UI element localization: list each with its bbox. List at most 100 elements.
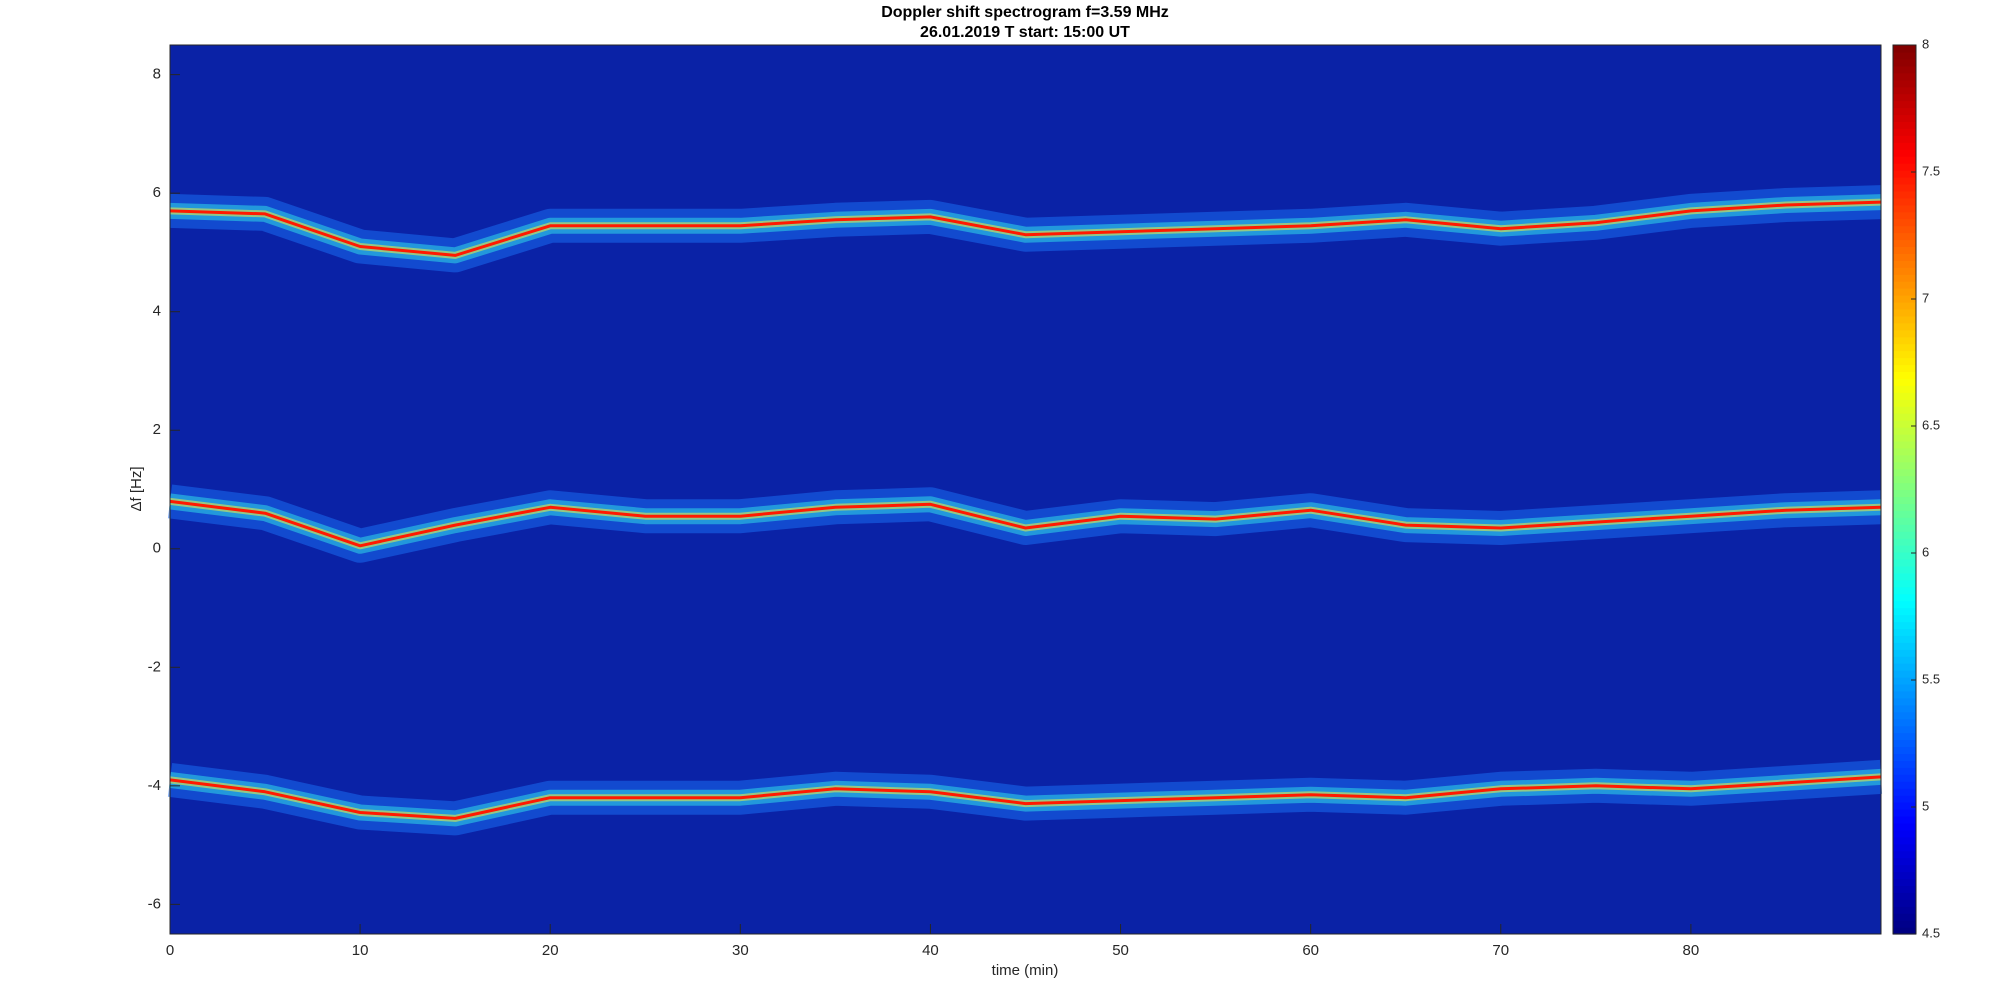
colorbar-segment [1893, 829, 1916, 838]
colorbar-segment [1893, 552, 1916, 560]
y-tick-label: 0 [153, 540, 161, 557]
colorbar-segment [1893, 788, 1916, 796]
colorbar-segment [1893, 920, 1916, 928]
colorbar-tick-label: 7 [1922, 290, 1929, 305]
x-tick-label: 70 [1492, 942, 1509, 959]
colorbar-segment [1893, 621, 1916, 630]
y-tick-label: -6 [148, 895, 161, 912]
colorbar-segment [1893, 677, 1916, 685]
colorbar-tick-label: 6.5 [1922, 417, 1940, 432]
colorbar-segment [1893, 128, 1916, 136]
colorbar-segment [1893, 350, 1916, 359]
colorbar-segment [1893, 475, 1916, 484]
colorbar-segment [1893, 885, 1916, 893]
x-tick-label: 80 [1683, 942, 1700, 959]
colorbar-segment [1893, 378, 1916, 386]
colorbar-segment [1893, 135, 1916, 143]
colorbar-segment [1893, 295, 1916, 303]
y-tick-label: 4 [153, 303, 161, 320]
colorbar-segment [1893, 906, 1916, 914]
colorbar-segment [1893, 204, 1916, 213]
colorbar-segment [1893, 190, 1916, 199]
colorbar-segment [1893, 426, 1916, 435]
colorbar-segment [1893, 572, 1916, 581]
colorbar-segment [1893, 565, 1916, 574]
colorbar-segment [1893, 545, 1916, 553]
colorbar-segment [1893, 149, 1916, 157]
colorbar-segment [1893, 683, 1916, 692]
colorbar-segment [1893, 364, 1916, 373]
colorbar-segment [1893, 496, 1916, 504]
colorbar-segment [1893, 503, 1916, 511]
colorbar-segment [1893, 447, 1916, 456]
colorbar-segment [1893, 656, 1916, 664]
colorbar-segment [1893, 489, 1916, 498]
colorbar-segment [1893, 121, 1916, 129]
colorbar-segment [1893, 892, 1916, 900]
colorbar-segment [1893, 899, 1916, 907]
trace-line [169, 200, 1882, 257]
colorbar-segment [1893, 808, 1916, 817]
colorbar-segment [1893, 218, 1916, 227]
colorbar-segment [1893, 413, 1916, 421]
colorbar-segment [1893, 357, 1916, 366]
colorbar-segment [1893, 524, 1916, 532]
colorbar-frame [1892, 44, 1917, 935]
colorbar-segment [1893, 843, 1916, 852]
colorbar-segment [1893, 802, 1916, 810]
colorbar-segment [1893, 822, 1916, 831]
colorbar-segment [1893, 322, 1916, 331]
colorbar-tick-label: 5.5 [1922, 671, 1940, 686]
chart-subtitle: 26.01.2019 T start: 15:00 UT [920, 24, 1130, 41]
x-tick-label: 60 [1302, 942, 1319, 959]
colorbar-segment [1893, 558, 1916, 567]
y-tick-label: -4 [148, 777, 161, 794]
colorbar-segment [1893, 239, 1916, 248]
colorbar-segment [1893, 635, 1916, 643]
colorbar-segment [1893, 781, 1916, 789]
colorbar-segment [1893, 163, 1916, 171]
colorbar-segment [1893, 211, 1916, 220]
colorbar-segment [1893, 225, 1916, 234]
colorbar-segment [1893, 420, 1916, 428]
trace-line [169, 499, 1882, 548]
colorbar-segment [1893, 753, 1916, 761]
colorbar-segment [1893, 281, 1916, 289]
colorbar-segment [1893, 329, 1916, 338]
colorbar-segment [1893, 197, 1916, 206]
colorbar-segment [1893, 58, 1916, 67]
colorbar-segment [1893, 732, 1916, 741]
colorbar-segment [1893, 79, 1916, 88]
colorbar-segment [1893, 156, 1916, 164]
y-tick-label: 2 [153, 421, 161, 438]
colorbar-segment [1893, 593, 1916, 602]
colorbar-segment [1893, 267, 1916, 275]
colorbar-segment [1893, 288, 1916, 296]
colorbar-segment [1893, 614, 1916, 623]
colorbar-segment [1893, 183, 1916, 192]
colorbar-segment [1893, 517, 1916, 525]
colorbar-segment [1893, 774, 1916, 782]
x-tick-label: 30 [732, 942, 749, 959]
colorbar-segment [1893, 586, 1916, 595]
plot-frame [169, 44, 1882, 935]
y-tick-label: 8 [153, 66, 161, 83]
colorbar-segment [1893, 336, 1916, 345]
colorbar-segment [1893, 864, 1916, 873]
colorbar-segment [1893, 72, 1916, 81]
colorbar-segment [1893, 440, 1916, 449]
colorbar-segment [1893, 607, 1916, 616]
colorbar-segment [1893, 836, 1916, 845]
y-axis-label: Δf [Hz] [128, 466, 145, 511]
colorbar-segment [1893, 482, 1916, 491]
colorbar-segment [1893, 260, 1916, 268]
colorbar-tick-label: 5 [1922, 798, 1929, 813]
colorbar-segment [1893, 711, 1916, 720]
x-tick-label: 0 [166, 942, 174, 959]
colorbar-segment [1893, 531, 1916, 539]
colorbar-segment [1893, 663, 1916, 671]
colorbar-segment [1893, 510, 1916, 518]
colorbar-segment [1893, 746, 1916, 755]
colorbar-tick-label: 6 [1922, 544, 1929, 559]
colorbar-segment [1893, 454, 1916, 463]
